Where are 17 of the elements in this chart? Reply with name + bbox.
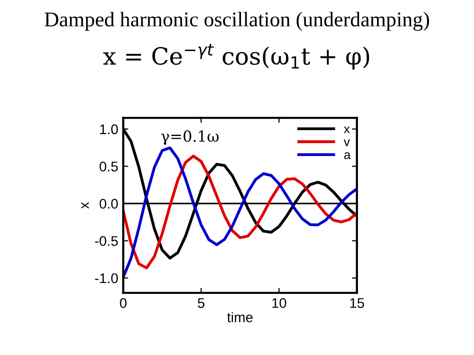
x-tick-label: 10 [272,298,286,308]
y-axis-title: x [81,202,89,209]
y-tick-label: -0.5 [95,236,118,246]
y-tick-label: -1.0 [95,273,118,284]
x-tick-label: 5 [198,298,204,308]
chart-subtitle: x = Ce$^{−γt}$ cos(ω$_{1}$t + φ) [103,44,370,70]
annotation: γ=0.1ω [161,130,219,145]
legend-label: v [344,139,350,146]
x-axis-title: time [227,312,253,322]
y-tick-label: 0.0 [100,198,118,209]
y-tick-label: 1.0 [100,124,118,134]
chart-title: Damped harmonic oscillation (underdamping) [44,12,430,31]
legend-label: x [344,126,350,134]
legend-label: a [344,152,351,160]
x-tick-label: 0 [120,298,127,308]
y-tick-label: 0.5 [100,162,118,172]
x-tick-label: 15 [350,298,364,308]
